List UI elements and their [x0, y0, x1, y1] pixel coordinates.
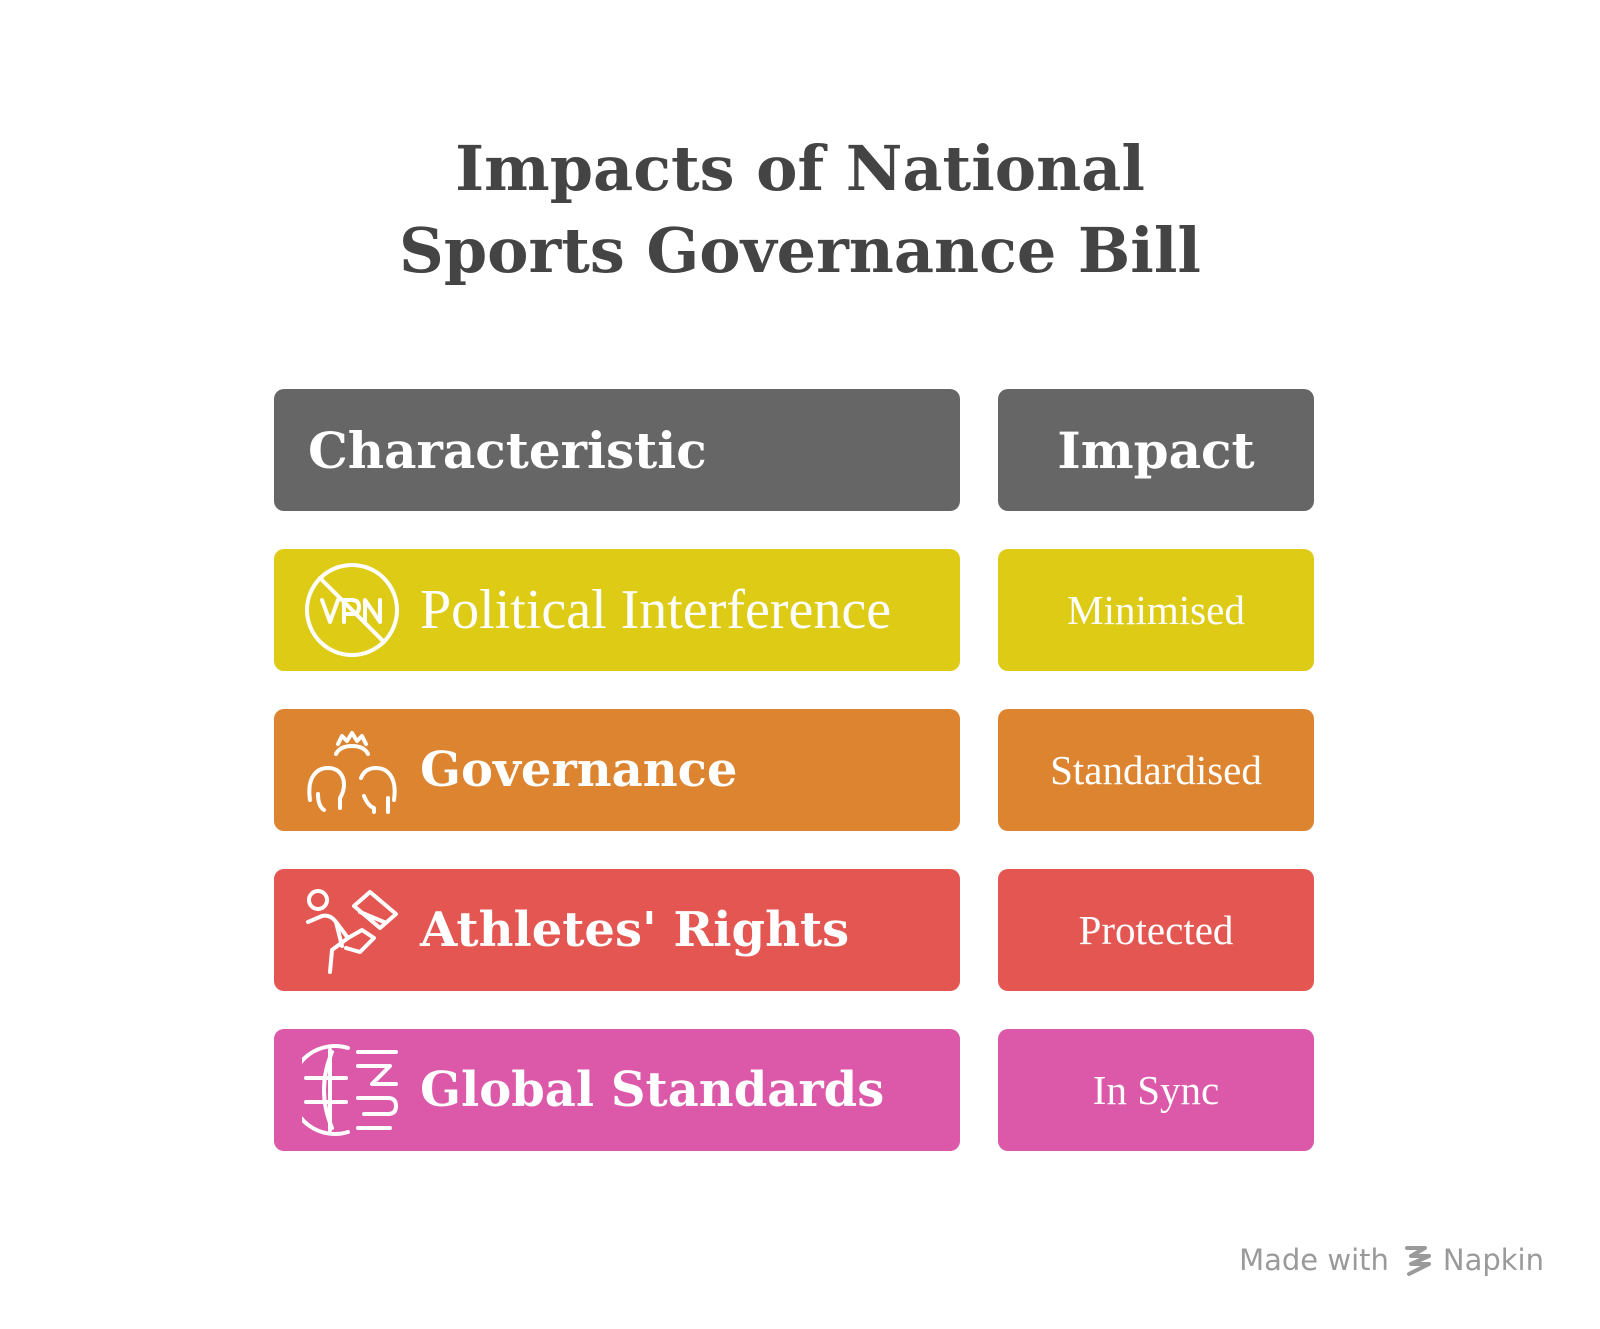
impact-political-interference: Minimised	[998, 549, 1314, 671]
impact-governance: Standardised	[998, 709, 1314, 831]
row-label: Athletes' Rights	[420, 902, 850, 958]
impact-global-standards: In Sync	[998, 1029, 1314, 1151]
row-governance: Governance	[274, 709, 960, 831]
row-label: Global Standards	[420, 1062, 885, 1118]
row-athletes-rights: Athletes' Rights	[274, 869, 960, 991]
made-with-text: Made with	[1239, 1243, 1389, 1277]
row-global-standards: Global Standards	[274, 1029, 960, 1151]
impact-athletes-rights: Protected	[998, 869, 1314, 991]
header-impact-cell: Impact	[998, 389, 1314, 511]
impact-value: Standardised	[1050, 747, 1262, 793]
impact-value: In Sync	[1092, 1067, 1220, 1113]
impact-value: Minimised	[1067, 587, 1245, 633]
napkin-logo-icon	[1404, 1246, 1431, 1276]
header-characteristic: Characteristic	[308, 420, 707, 480]
napkin-brand: Napkin	[1442, 1243, 1544, 1277]
page-title: Impacts of National Sports Governance Bi…	[0, 128, 1600, 292]
row-political-interference: Political Interference	[274, 549, 960, 671]
header-characteristic-cell: Characteristic	[274, 389, 960, 511]
row-label: Political Interference	[420, 579, 892, 641]
no-vpn-icon	[302, 560, 402, 660]
people-gear-icon	[302, 720, 402, 820]
header-impact: Impact	[1057, 420, 1255, 480]
made-with-napkin-footer: Made with Napkin	[1239, 1243, 1544, 1277]
athlete-running-icon	[302, 880, 402, 980]
impact-value: Protected	[1078, 907, 1234, 953]
globe-standards-icon	[302, 1040, 402, 1140]
row-label: Governance	[420, 742, 738, 798]
title-line-1: Impacts of National	[455, 132, 1145, 205]
title-line-2: Sports Governance Bill	[399, 214, 1201, 287]
